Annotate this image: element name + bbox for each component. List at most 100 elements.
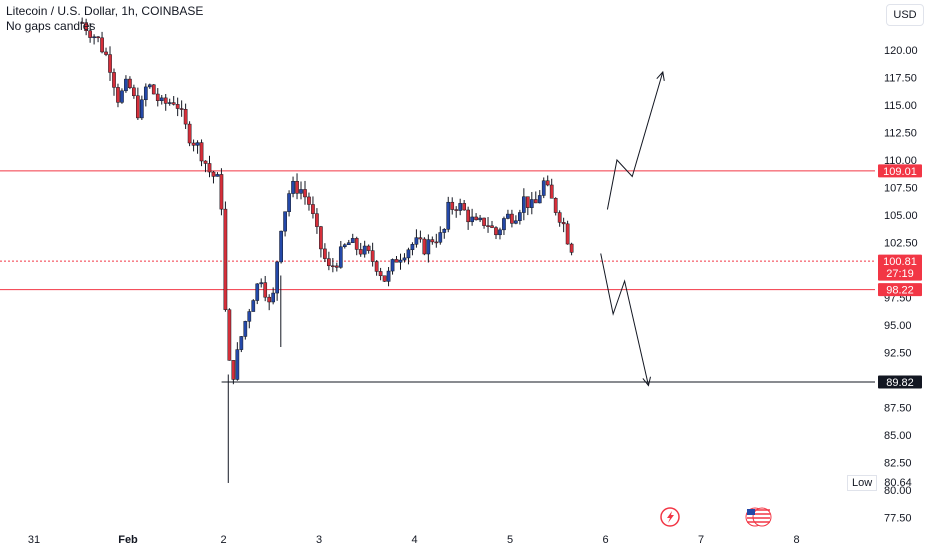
candle-body (80, 22, 85, 24)
y-tick-label: 87.50 (884, 403, 912, 415)
candle-body (557, 212, 562, 223)
candle-body (183, 108, 188, 125)
candle-body (525, 196, 530, 208)
candle-body (295, 180, 299, 194)
y-tick-label: 80.00 (884, 485, 912, 497)
candle-body (247, 311, 252, 322)
candle-body (378, 271, 383, 277)
price-axis[interactable]: 120.00 117.50 115.00 112.50 110.00 107.50 105.… (884, 45, 918, 525)
candle-body (354, 238, 359, 250)
x-tick-label: 4 (411, 534, 417, 546)
x-tick-label: 31 (28, 534, 40, 546)
candle-body (143, 86, 148, 101)
x-tick-label: 8 (793, 534, 799, 546)
y-tick-label: 107.50 (884, 183, 918, 195)
candle-body (116, 87, 120, 103)
time-axis[interactable]: 31 Feb 2 3 4 5 6 7 8 (28, 534, 800, 546)
chart-subtitle: No gaps candles (6, 19, 96, 33)
candle-body (96, 36, 100, 39)
candle-body (430, 239, 435, 243)
candle-body (521, 196, 526, 213)
candle-body (366, 245, 371, 251)
candle-body (350, 238, 355, 243)
candle-body (315, 213, 319, 227)
candle-body (518, 212, 522, 221)
candle-body (175, 104, 180, 109)
candle-body (346, 242, 351, 245)
candle-body (211, 171, 216, 177)
candle-body (132, 87, 136, 97)
candle-body (255, 283, 260, 301)
candle-body (100, 37, 104, 53)
candle-body (334, 265, 339, 268)
candle-body (259, 282, 264, 285)
candle-body (167, 102, 172, 104)
candle-body (382, 275, 387, 282)
candle-body (565, 223, 570, 245)
lightning-icon-bolt (667, 511, 674, 523)
candle-body (529, 199, 534, 208)
projection-arrow-up (606, 71, 664, 210)
candle-body (112, 72, 116, 88)
candle-body (422, 238, 427, 255)
y-tick-label: 77.50 (884, 513, 912, 525)
x-tick-label: Feb (118, 534, 138, 546)
candle-body (482, 217, 486, 226)
candle-body (323, 248, 327, 259)
candle-body (342, 244, 347, 248)
currency-button[interactable]: USD (886, 4, 924, 26)
candle-body (418, 237, 423, 240)
countdown-label: 27:19 (886, 268, 914, 280)
candle-body (207, 163, 212, 173)
candle-body (179, 108, 184, 110)
candle-body (104, 51, 108, 55)
candle-body (462, 203, 467, 211)
event-icons-layer[interactable] (660, 507, 772, 527)
candle-body (533, 199, 538, 204)
candle-body (307, 196, 311, 205)
candle-body (454, 209, 459, 211)
candle-body (434, 241, 439, 244)
us-flag-event-icon[interactable] (745, 507, 772, 527)
candle-body (414, 237, 419, 245)
candle-body (235, 349, 240, 380)
candle-body (561, 222, 566, 225)
y-tick-label: 85.00 (884, 430, 912, 442)
y-tick-label: 110.00 (884, 155, 917, 167)
candle-body (287, 193, 291, 212)
candle-body (319, 226, 323, 250)
arrowhead-up (656, 70, 665, 81)
price-tag (878, 375, 922, 389)
candle-body (470, 216, 474, 223)
candle-body (251, 300, 256, 312)
arrowhead-down (642, 376, 651, 387)
candle-body (275, 261, 279, 294)
x-tick-label: 2 (220, 534, 226, 546)
candle-body (458, 203, 463, 211)
candles-layer (80, 17, 574, 483)
candle-body (370, 250, 375, 262)
candle-body (553, 198, 558, 213)
candle-body (502, 218, 506, 231)
lightning-event-icon[interactable] (660, 507, 680, 527)
candle-body (195, 142, 200, 146)
candle-body (398, 259, 403, 263)
price-tag-label: 98.22 (886, 285, 914, 297)
candle-body (486, 225, 490, 227)
candle-body (545, 180, 550, 186)
price-tag (878, 164, 922, 178)
candle-body (494, 227, 498, 236)
candle-body (406, 249, 411, 259)
candle-body (426, 239, 431, 255)
candle-body (283, 211, 287, 232)
x-tick-label: 3 (316, 534, 322, 546)
candle-body (263, 282, 268, 298)
candle-body (128, 78, 132, 89)
y-tick-label: 115.00 (884, 100, 917, 112)
candle-body (394, 259, 399, 263)
price-tag-label: 109.01 (883, 166, 917, 178)
candle-body (549, 184, 554, 199)
candle-body (231, 360, 236, 380)
